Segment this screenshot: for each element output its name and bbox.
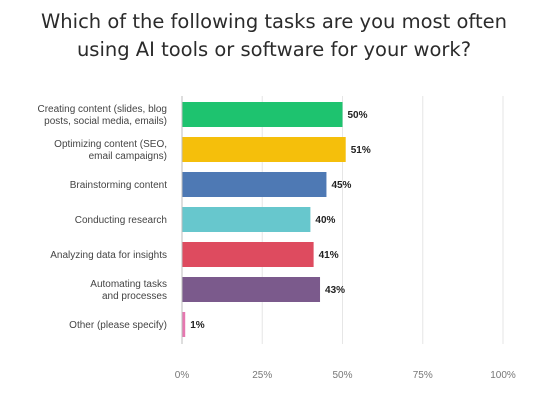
bar-value-label: 51% (351, 145, 371, 156)
category-label: and processes (102, 291, 167, 302)
chart-title-line-2: using AI tools or software for your work… (76, 38, 472, 61)
x-tick-label: 25% (252, 370, 272, 381)
category-label: Other (please specify) (69, 320, 167, 331)
bar (182, 277, 321, 302)
bar (182, 207, 311, 232)
x-tick-label: 75% (413, 370, 433, 381)
bar-value-label: 41% (319, 250, 339, 261)
category-label: Conducting research (75, 215, 167, 226)
category-label: Optimizing content (SEO, (54, 139, 167, 150)
bar-value-label: 43% (325, 285, 345, 296)
chart-title-line-1: Which of the following tasks are you mos… (41, 10, 507, 33)
category-label: email campaigns) (89, 151, 167, 162)
x-tick-label: 50% (332, 370, 352, 381)
category-label: posts, social media, emails) (44, 116, 167, 127)
bar (182, 137, 346, 162)
bar-value-label: 50% (348, 110, 368, 121)
bar (182, 312, 186, 337)
x-tick-label: 100% (490, 370, 516, 381)
category-label: Creating content (slides, blog (37, 104, 167, 115)
category-label: Brainstorming content (70, 180, 167, 191)
bar (182, 102, 343, 127)
bar-value-label: 1% (190, 320, 205, 331)
bar (182, 242, 314, 267)
bar-value-label: 40% (315, 215, 335, 226)
category-label: Automating tasks (90, 279, 167, 290)
x-tick-label: 0% (175, 370, 190, 381)
bar (182, 172, 327, 197)
chart-title: Which of the following tasks are you mos… (10, 8, 538, 64)
bar-value-label: 45% (331, 180, 351, 191)
category-label: Analyzing data for insights (50, 250, 167, 261)
